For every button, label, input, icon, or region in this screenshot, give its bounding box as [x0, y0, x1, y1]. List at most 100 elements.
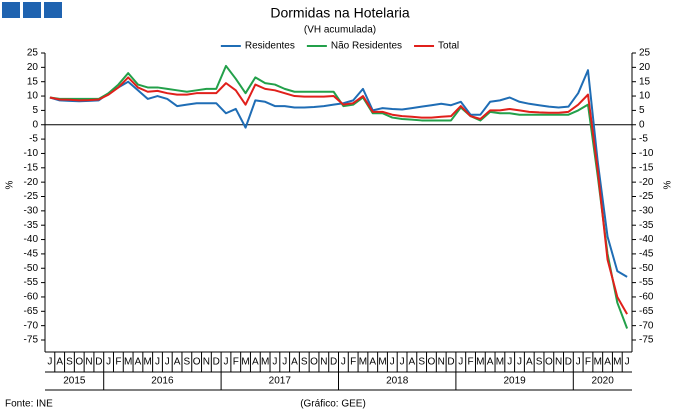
x-tick-label: J [458, 357, 463, 368]
year-label: 2019 [503, 376, 526, 387]
x-tick-label: F [115, 357, 121, 368]
credit: (Gráfico: GEE) [300, 399, 366, 410]
y2-tick-label: -20 [639, 177, 654, 188]
logo-square [44, 2, 62, 18]
y2-tick-label: 10 [639, 91, 651, 102]
y-tick-label: -25 [24, 191, 39, 202]
y-axis-label: % [5, 180, 16, 189]
x-tick-label: M [594, 357, 602, 368]
y-tick-label: 0 [32, 119, 38, 130]
x-tick-label: F [233, 357, 239, 368]
x-tick-label: F [350, 357, 356, 368]
x-tick-label: A [526, 357, 533, 368]
year-label: 2020 [592, 376, 615, 387]
y2-tick-label: -40 [639, 234, 654, 245]
x-tick-label: J [400, 357, 405, 368]
x-tick-label: J [106, 357, 111, 368]
x-tick-label: S [418, 357, 425, 368]
x-tick-label: D [330, 357, 337, 368]
x-tick-label: O [545, 357, 553, 368]
logo-square [2, 2, 20, 18]
y2-tick-label: 0 [639, 119, 645, 130]
legend-label: Total [438, 41, 459, 52]
y2-tick-label: -70 [639, 320, 654, 331]
x-tick-label: O [428, 357, 436, 368]
y-tick-label: -40 [24, 234, 39, 245]
y-tick-label: -5 [29, 134, 38, 145]
y2-tick-label: -15 [639, 162, 654, 173]
y2-tick-label: -60 [639, 292, 654, 303]
x-tick-label: O [75, 357, 83, 368]
y2-tick-label: -75 [639, 335, 654, 346]
x-tick-label: S [301, 357, 308, 368]
legend-label: Não Residentes [331, 41, 402, 52]
x-tick-label: N [438, 357, 445, 368]
x-tick-label: J [223, 357, 228, 368]
x-tick-label: D [447, 357, 454, 368]
x-tick-label: J [517, 357, 522, 368]
x-tick-label: M [144, 357, 152, 368]
x-tick-label: S [536, 357, 543, 368]
x-tick-label: A [174, 357, 181, 368]
x-tick-label: A [487, 357, 494, 368]
source: Fonte: INE [5, 399, 53, 410]
y2-tick-label: -35 [639, 220, 654, 231]
x-tick-label: A [604, 357, 611, 368]
series-line [49, 64, 629, 329]
y2-tick-label: 20 [639, 62, 651, 73]
y-tick-label: -30 [24, 205, 39, 216]
x-tick-label: A [56, 357, 63, 368]
x-tick-label: N [85, 357, 92, 368]
x-tick-label: J [155, 357, 160, 368]
x-tick-label: N [203, 357, 210, 368]
x-tick-label: J [625, 357, 630, 368]
y2-axis-label: % [663, 180, 674, 189]
y-tick-label: -45 [24, 249, 39, 260]
x-tick-label: S [66, 357, 73, 368]
x-tick-label: M [613, 357, 621, 368]
x-tick-label: F [468, 357, 474, 368]
y2-tick-label: -45 [639, 249, 654, 260]
x-tick-label: M [261, 357, 269, 368]
y-tick-label: -50 [24, 263, 39, 274]
x-tick-label: M [241, 357, 249, 368]
x-tick-label: S [184, 357, 191, 368]
x-tick-label: M [124, 357, 132, 368]
x-tick-label: M [496, 357, 504, 368]
x-tick-label: A [409, 357, 416, 368]
x-tick-label: J [47, 357, 52, 368]
x-tick-label: J [576, 357, 581, 368]
y-tick-label: -15 [24, 162, 39, 173]
x-tick-label: A [135, 357, 142, 368]
year-label: 2017 [269, 376, 292, 387]
chart-subtitle: (VH acumulada) [304, 25, 376, 36]
series-line [49, 69, 628, 278]
y-tick-label: -20 [24, 177, 39, 188]
y-tick-label: 25 [27, 48, 39, 59]
x-tick-label: N [320, 357, 327, 368]
x-tick-label: O [193, 357, 201, 368]
y-tick-label: 20 [27, 62, 39, 73]
logo-square [23, 2, 41, 18]
chart-title: Dormidas na Hotelaria [270, 5, 409, 21]
y-tick-label: 15 [27, 76, 39, 87]
y-tick-label: -35 [24, 220, 39, 231]
x-tick-label: A [291, 357, 298, 368]
series-line [49, 76, 628, 315]
x-tick-label: D [565, 357, 572, 368]
x-tick-label: M [359, 357, 367, 368]
y2-tick-label: -25 [639, 191, 654, 202]
x-tick-label: J [507, 357, 512, 368]
x-tick-label: D [213, 357, 220, 368]
y-tick-label: -65 [24, 306, 39, 317]
y-tick-label: -55 [24, 277, 39, 288]
x-tick-label: J [282, 357, 287, 368]
y-tick-label: -10 [24, 148, 39, 159]
x-tick-label: M [378, 357, 386, 368]
x-tick-label: J [390, 357, 395, 368]
legend-label: Residentes [245, 41, 295, 52]
y-tick-label: -70 [24, 320, 39, 331]
year-label: 2016 [151, 376, 174, 387]
x-tick-label: F [585, 357, 591, 368]
y-tick-label: 10 [27, 91, 39, 102]
